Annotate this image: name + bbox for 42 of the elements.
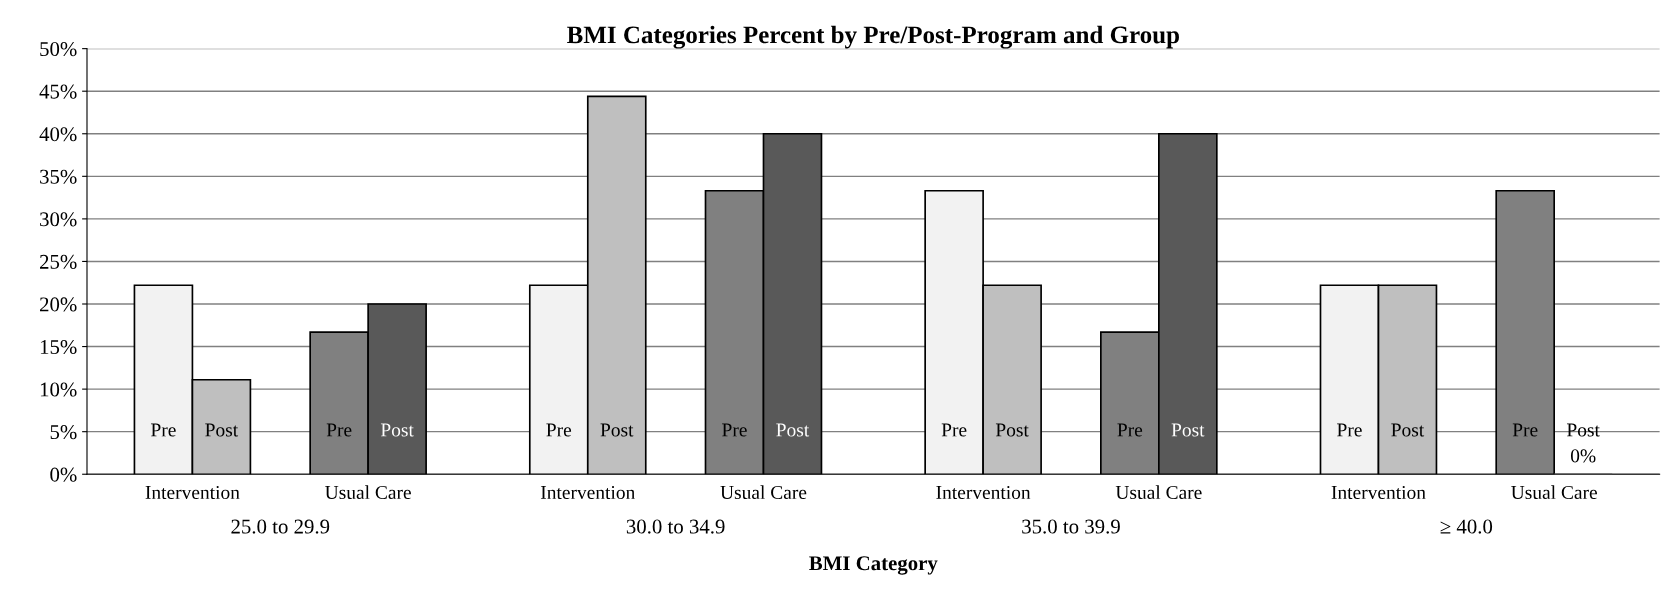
text: Post [776,423,810,437]
text: Pre [941,423,967,437]
y-tick-label: 25% [40,254,77,269]
x-tick-label: Intervention [936,485,1031,500]
x-tick-label: Intervention [1331,485,1426,500]
x-tick-label: Usual Care [1115,485,1202,500]
y-tick-label: 0% [50,467,77,482]
text: Pre [1117,423,1143,437]
x-tick-label: Usual Care [325,485,411,500]
text: 30.0 to 34.9 [626,519,725,534]
chart-title: BMI Categories Percent by Pre/Post-Program and Group [567,25,1179,49]
y-tick-label: 5% [50,425,77,440]
y-tick-label: 50% [40,42,77,57]
x-axis-title: BMI Category [809,556,938,575]
data-label: 0% [1570,449,1596,463]
x-tick-label: Usual Care [1511,485,1597,500]
y-tick-label: 45% [39,84,77,99]
text: Post [1391,423,1425,437]
y-tick-label: 40% [39,127,77,142]
x-tick-label: Usual Care [720,485,807,500]
text: Post [380,423,414,437]
text: Post [600,423,634,437]
series-label: Post [995,423,1029,437]
text: 25.0 to 29.9 [231,519,330,534]
y-tick-label: 30% [40,212,77,227]
x-tick-label: Intervention [540,485,635,500]
series-label: Pre [1337,423,1362,437]
text: ≥ 40.0 [1440,519,1493,534]
y-tick-label: 15% [40,339,77,355]
text: Post [1171,423,1205,437]
y-tick-label: 10% [40,382,77,397]
y-tick-label: 20% [40,297,77,312]
y-tick-label: 35% [40,169,77,184]
text: Post [1566,423,1600,437]
text: Pre [326,423,352,437]
text: Post [205,423,239,437]
text: Pre [722,423,747,437]
x-tick-label: Intervention [145,485,240,500]
text: Pre [151,423,176,437]
text: Pre [1512,423,1538,437]
text: 35.0 to 39.9 [1022,519,1120,534]
text: Pre [546,423,572,437]
